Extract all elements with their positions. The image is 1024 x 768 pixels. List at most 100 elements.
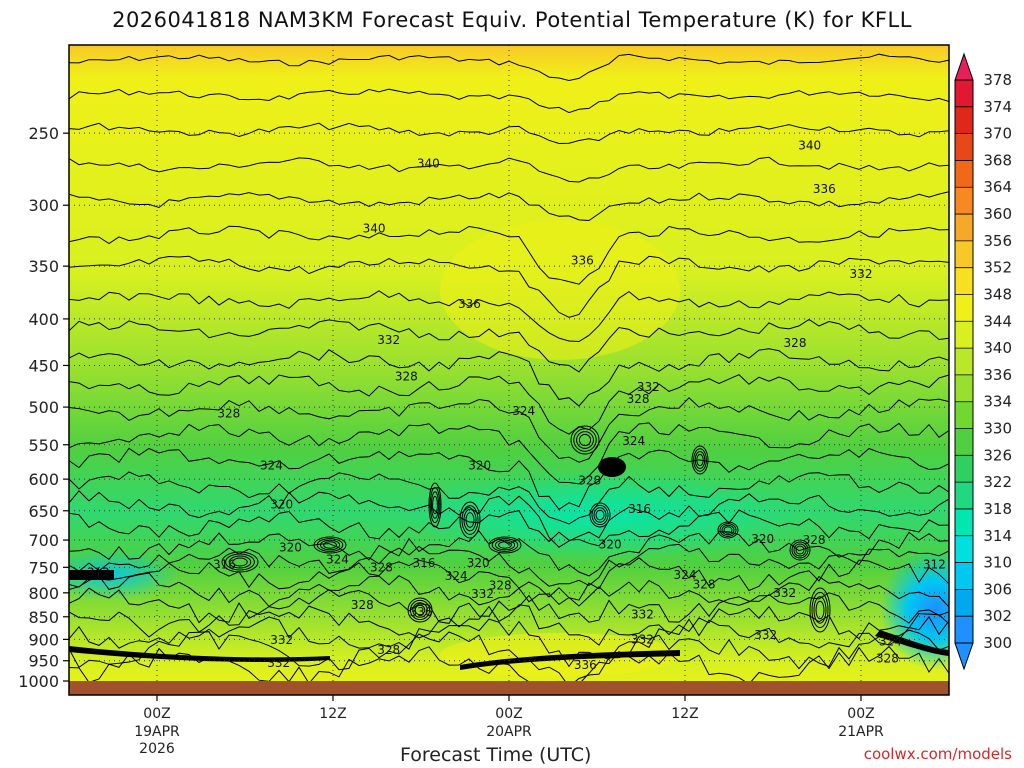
contour-label: 340: [798, 139, 821, 153]
colorbar-label: 330: [983, 420, 1012, 438]
x-tick-sublabel: 20APR: [486, 724, 532, 740]
colorbar-label: 334: [983, 393, 1012, 411]
contour-label: 332: [377, 333, 400, 347]
contour-cell: [694, 451, 706, 469]
contour-label: 320: [468, 459, 491, 473]
contour-cell: [593, 507, 607, 523]
colorbar-label: 336: [983, 366, 1012, 384]
y-axis: 250 300 350 400 450 500 550 600 650 700 750 800 850 9…: [18, 124, 69, 691]
contour-cell: [465, 512, 475, 528]
contour-label: 328: [370, 560, 393, 574]
contour-label: 340: [363, 221, 386, 235]
y-tick-label: 500: [28, 398, 59, 417]
contour-label: 336: [458, 297, 481, 311]
colorbar-swatch: [955, 106, 973, 134]
contour-cell: [693, 448, 707, 472]
contour-line: [69, 290, 949, 343]
contour-cell: [430, 491, 440, 519]
colorbar-swatch: [955, 455, 973, 483]
colorbar-label: 348: [983, 285, 1012, 303]
ground-bar: [69, 681, 949, 695]
contour-line: [69, 348, 949, 407]
colorbar-label: 374: [983, 98, 1012, 116]
contour-cell: [576, 431, 594, 449]
contour-label: 336: [410, 605, 433, 619]
contour-line: [69, 397, 949, 463]
contour-label: 320: [279, 540, 302, 554]
colorbar-label: 356: [983, 232, 1012, 250]
contour-line: [69, 122, 949, 145]
colorbar-swatch: [955, 535, 973, 563]
contour-cell: [809, 587, 831, 633]
contour-label: 328: [578, 473, 601, 487]
contour-label: 332: [471, 587, 494, 601]
contour-label: 324: [622, 434, 645, 448]
x-tick-sublabel: 2026: [139, 741, 175, 757]
y-tick-label: 750: [28, 558, 59, 577]
contour-label: 324: [445, 569, 468, 583]
contour-label: 332: [754, 628, 777, 642]
x-tick-sublabel: 19APR: [134, 724, 180, 740]
colorbar-label: 302: [983, 607, 1012, 625]
y-tick-label: 350: [28, 257, 59, 276]
contour-cell: [316, 538, 344, 552]
contour-dense-band: [875, 630, 949, 656]
contour-label: 328: [489, 578, 512, 592]
contour-label: 320: [751, 532, 774, 546]
grid-lines: [69, 45, 949, 681]
contour-labels: 3403403403363363363323323283283283323283…: [87, 139, 946, 672]
contour-cell: [225, 553, 255, 571]
contour-cell: [323, 541, 337, 549]
contour-cell: [428, 482, 442, 528]
contour-cell: [691, 445, 709, 475]
contour-cell: [461, 505, 479, 535]
contour-cell: [815, 600, 825, 620]
colorbar-swatch: [955, 508, 973, 536]
colorbar-label: 306: [983, 580, 1012, 598]
colorbar-low-arrow: [954, 642, 974, 671]
x-tick-sublabel: 21APR: [838, 724, 884, 740]
colorbar-high-arrow: [954, 52, 974, 81]
contour-cell: [313, 536, 347, 554]
contour-cell: [491, 538, 519, 552]
colorbar-swatch: [955, 160, 973, 188]
x-tick-label: 12Z: [319, 706, 346, 722]
contour-cell: [494, 539, 516, 551]
contour-cell: [591, 504, 609, 526]
y-tick-label: 800: [28, 584, 59, 603]
contour-label: 328: [784, 336, 807, 350]
y-tick-label: 1000: [18, 672, 59, 691]
contour-line: [69, 530, 949, 577]
source-credit: coolwx.com/models: [863, 745, 1012, 763]
contour-cell: [319, 539, 341, 551]
contour-cell: [723, 526, 733, 534]
colorbar-label: 364: [983, 178, 1012, 196]
contour-cell: [488, 536, 522, 554]
contour-lines: [69, 53, 949, 695]
colorbar-swatch: [955, 348, 973, 375]
colorbar-swatch: [955, 401, 973, 429]
x-tick-label: 00Z: [495, 706, 522, 722]
contour-line: [69, 225, 949, 285]
contour-label: 324: [326, 552, 349, 566]
colorbar-label: 314: [983, 527, 1012, 545]
y-tick-label: 900: [28, 630, 59, 649]
colorbar-swatch: [955, 240, 973, 268]
colorbar-swatch: [955, 321, 973, 349]
contour-label: 324: [674, 568, 697, 582]
contour-label: 316: [628, 502, 651, 516]
y-tick-label: 400: [28, 310, 59, 329]
contour-cell: [228, 555, 252, 569]
contour-label: 316: [412, 556, 435, 570]
y-tick-label: 250: [28, 124, 59, 143]
contour-cell: [463, 508, 477, 532]
contour-line: [69, 191, 949, 222]
contour-cell: [789, 539, 811, 561]
plot-area: 3403403403363363363323323283283283323283…: [69, 45, 949, 695]
contour-cell: [719, 523, 737, 537]
contour-label: 328: [217, 406, 240, 420]
contour-dense-spot: [69, 570, 114, 580]
contour-cell: [589, 502, 611, 528]
contour-cell: [459, 501, 481, 539]
